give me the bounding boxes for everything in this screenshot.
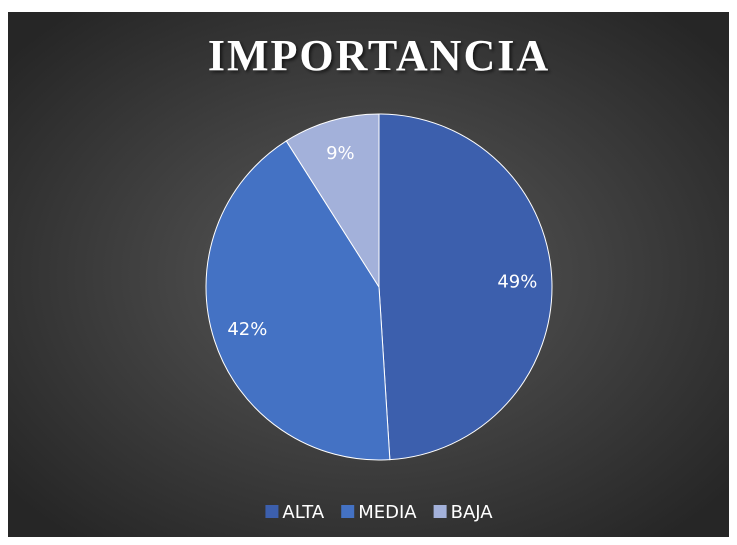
legend-label: MEDIA: [358, 502, 417, 523]
pie-slice: [285, 113, 380, 289]
data-label: 49%: [497, 272, 537, 293]
legend-label: ALTA: [282, 502, 324, 523]
legend-swatch: [433, 505, 447, 518]
legend-swatch: [265, 505, 279, 518]
legend-swatch: [341, 505, 355, 518]
data-label: 42%: [227, 319, 267, 340]
chart-title: IMPORTANCIA: [208, 31, 550, 80]
data-label: 9%: [326, 143, 355, 164]
pie-slice: [378, 113, 553, 461]
pie-slice: [205, 140, 391, 461]
legend-label: BAJA: [451, 502, 494, 523]
